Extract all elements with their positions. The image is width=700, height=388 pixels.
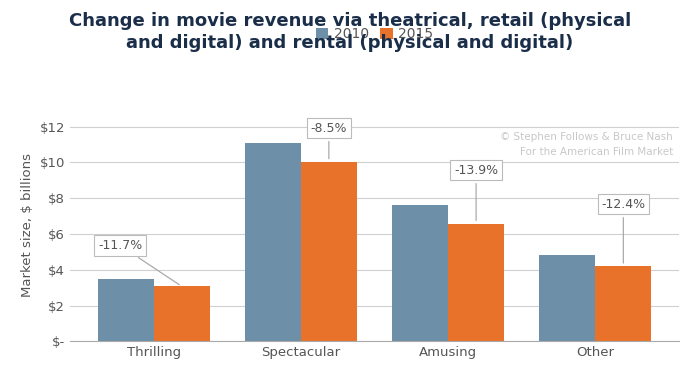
Bar: [98, 279, 153, 341]
Bar: [392, 205, 448, 341]
Text: Change in movie revenue via theatrical, retail (physical
and digital) and rental: Change in movie revenue via theatrical, …: [69, 12, 631, 52]
Text: -12.4%: -12.4%: [601, 198, 645, 263]
Bar: [301, 162, 357, 341]
Text: -13.9%: -13.9%: [454, 164, 498, 220]
Bar: [448, 224, 504, 341]
Bar: [153, 286, 209, 341]
Bar: [540, 255, 596, 341]
Bar: [596, 266, 651, 341]
Text: © Stephen Follows & Bruce Nash
For the American Film Market: © Stephen Follows & Bruce Nash For the A…: [500, 132, 673, 157]
Text: -11.7%: -11.7%: [98, 239, 179, 285]
Y-axis label: Market size, $ billions: Market size, $ billions: [21, 153, 34, 297]
Legend: 2010, 2015: 2010, 2015: [316, 27, 433, 41]
Bar: [245, 143, 301, 341]
Text: -8.5%: -8.5%: [311, 121, 347, 159]
